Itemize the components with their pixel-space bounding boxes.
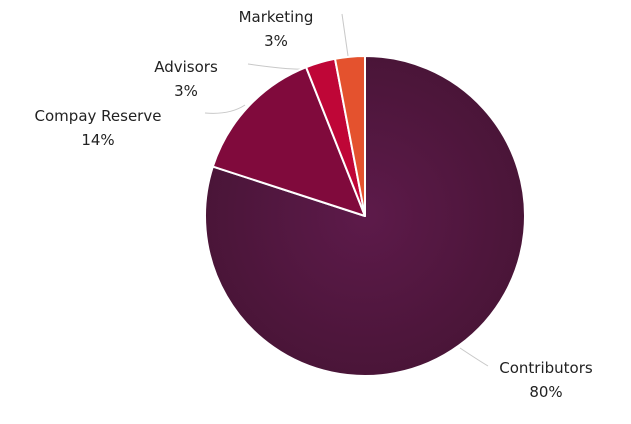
pie-slices [204, 54, 526, 377]
connector-line [341, 13, 349, 57]
connector-line [204, 104, 246, 114]
connector-line [247, 63, 307, 70]
slice-percent: 80% [529, 383, 562, 401]
pie-slice-marketing[interactable] [334, 54, 366, 217]
slice-labels: Contributors 80% Compay Reserve 14% Advisors… [35, 8, 593, 401]
slice-label: Compay Reserve [35, 107, 162, 125]
slice-percent: 3% [174, 82, 198, 100]
slice-label: Advisors [154, 58, 218, 76]
pie-slice-compay-reserve[interactable] [211, 66, 366, 217]
slice-percent: 3% [264, 32, 288, 50]
slice-percent: 14% [81, 131, 114, 149]
slice-label: Marketing [239, 8, 314, 26]
connector-line [459, 347, 489, 367]
slice-label: Contributors [499, 359, 593, 377]
